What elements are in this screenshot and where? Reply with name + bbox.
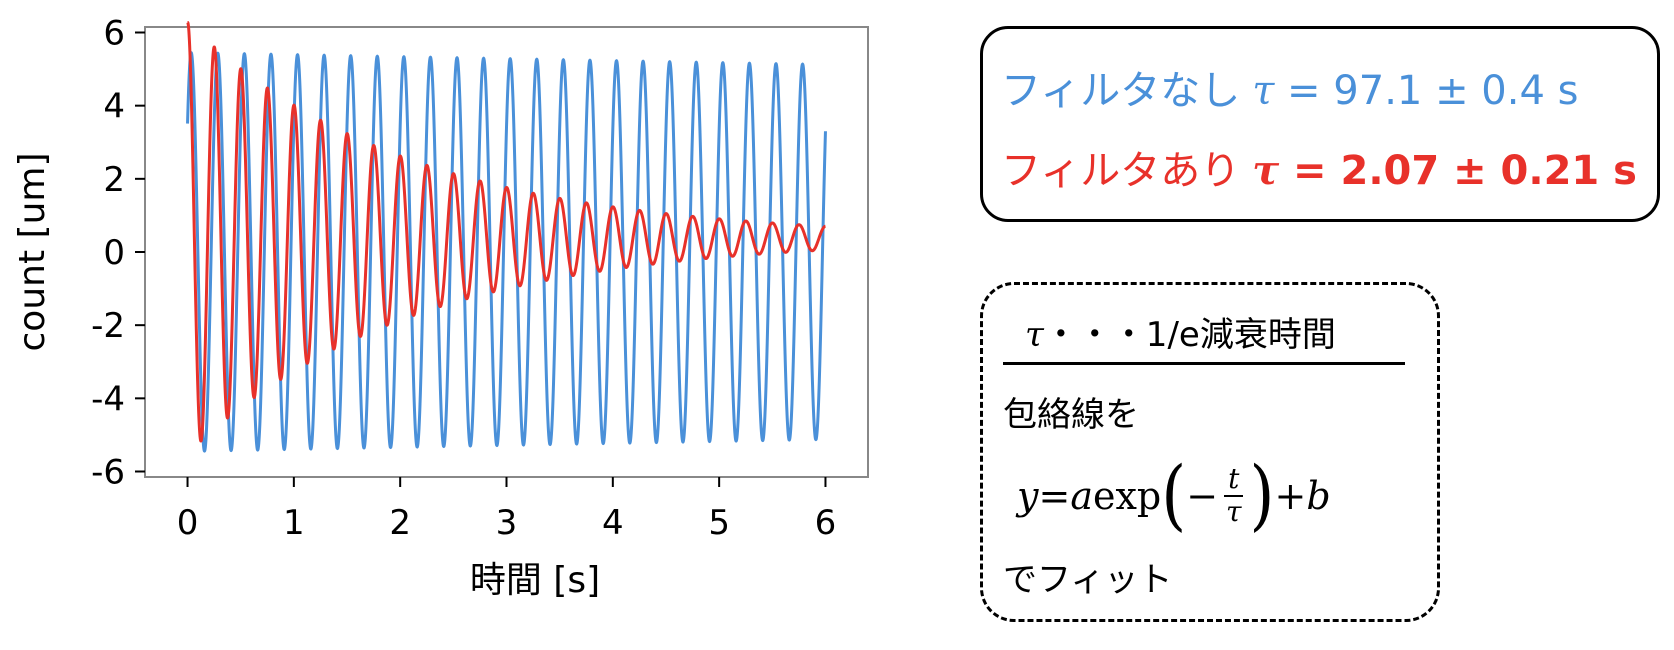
legend-entry-unfiltered: フィルタなし τ = 97.1 ± 0.4 s — [1001, 51, 1657, 131]
y-tick-label: -2 — [91, 306, 125, 346]
x-tick-label: 4 — [602, 503, 624, 543]
x-tick-label: 3 — [496, 503, 518, 543]
ticks-layer: 0 1 2 3 4 5 6 6 4 2 0 -2 -4 -6 — [91, 13, 836, 543]
series-layer — [186, 21, 827, 453]
x-tick-label: 2 — [389, 503, 411, 543]
legend-tau-filtered: τ — [1252, 147, 1280, 194]
x-tick-label: 0 — [177, 503, 199, 543]
note-heading-tau: τ — [1025, 315, 1044, 355]
formula-exp: exp — [1092, 474, 1162, 518]
legend-value-unfiltered: = 97.1 ± 0.4 s — [1274, 68, 1579, 114]
legend-label-unfiltered: フィルタなし — [1001, 68, 1241, 114]
legend-entry-filtered: フィルタあり τ = 2.07 ± 0.21 s — [1001, 131, 1657, 211]
y-tick-label: 0 — [103, 233, 125, 273]
legend-tau-unfiltered: τ — [1252, 68, 1275, 114]
y-tick-label: 6 — [103, 13, 125, 53]
legend-label-filtered: フィルタあり — [1001, 148, 1241, 194]
formula-close-paren: ) — [1249, 451, 1275, 541]
note-heading: τ・・・1/e減衰時間 — [1003, 307, 1405, 365]
x-axis-label: 時間 [s] — [470, 560, 600, 601]
y-tick-label: -6 — [91, 453, 125, 493]
formula-b: b — [1306, 474, 1331, 518]
series-line-filtered — [186, 21, 827, 443]
fit-formula: y = a exp ( − t τ ) + b — [1003, 448, 1417, 544]
y-axis-label: count [um] — [12, 153, 53, 352]
formula-fraction: t τ — [1222, 463, 1246, 528]
decay-chart: 0 1 2 3 4 5 6 6 4 2 0 -2 -4 -6 時間 [s] count [um] — [12, 13, 869, 601]
formula-plus: + — [1274, 474, 1307, 518]
formula-denominator: τ — [1226, 495, 1242, 528]
legend-box: フィルタなし τ = 97.1 ± 0.4 s フィルタあり τ = 2.07 ± … — [980, 26, 1660, 222]
x-tick-label: 5 — [708, 503, 730, 543]
x-tick-label: 1 — [283, 503, 305, 543]
formula-numerator: t — [1224, 463, 1244, 497]
formula-eq: = — [1038, 474, 1071, 518]
series-line-unfiltered — [186, 51, 827, 453]
note-box: τ・・・1/e減衰時間 包絡線を y = a exp ( − t τ ) + b… — [980, 282, 1440, 622]
formula-y: y — [1017, 474, 1039, 518]
y-tick-label: 4 — [103, 87, 125, 127]
y-tick-label: 2 — [103, 160, 125, 200]
y-tick-label: -4 — [91, 379, 125, 419]
note-line-fit: でフィット — [1003, 560, 1173, 600]
x-tick-label: 6 — [815, 503, 837, 543]
note-line-envelope: 包絡線を — [1003, 395, 1139, 435]
formula-open-paren: ( — [1161, 451, 1187, 541]
formula-minus: − — [1186, 474, 1219, 518]
legend-value-filtered: = 2.07 ± 0.21 s — [1279, 148, 1637, 194]
note-heading-text: ・・・1/e減衰時間 — [1043, 315, 1336, 355]
formula-a: a — [1070, 474, 1093, 518]
